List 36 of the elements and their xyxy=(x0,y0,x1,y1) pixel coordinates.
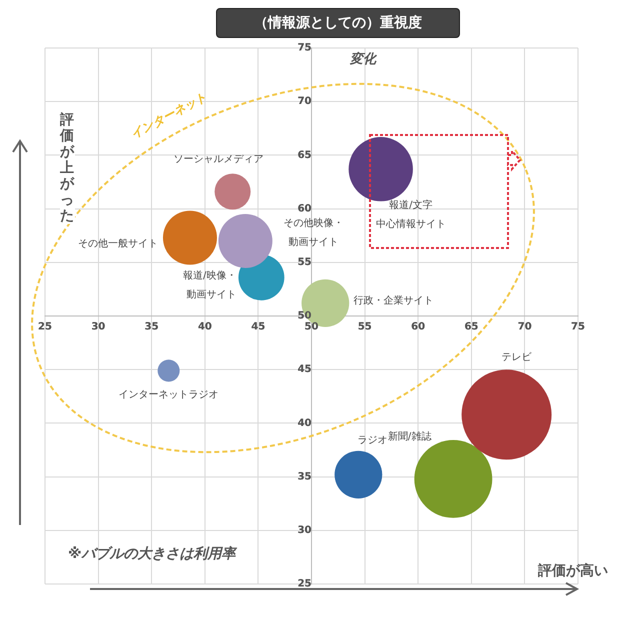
series-label: テレビ xyxy=(502,352,533,364)
series-label: ソーシャルメディア xyxy=(174,154,264,166)
x-tick-label: 25 xyxy=(38,322,52,333)
chart-title: （情報源としての）重視度 xyxy=(216,8,460,38)
annotation: 評価が上がった xyxy=(60,112,75,224)
y-tick-label: 75 xyxy=(298,42,312,54)
x-tick-label: 55 xyxy=(358,322,372,333)
series-label: その他映像・動画サイト xyxy=(283,217,344,248)
x-tick-label: 60 xyxy=(411,322,426,333)
series-label: ラジオ xyxy=(357,435,388,446)
x-tick-label: 35 xyxy=(144,322,159,333)
y-tick-label: 35 xyxy=(298,471,312,482)
y-tick-label: 65 xyxy=(298,150,312,161)
series-label: インターネットラジオ xyxy=(118,389,219,400)
series-label: その他一般サイト xyxy=(78,237,158,250)
x-tick-label: 45 xyxy=(251,322,266,333)
annotation: インターネット xyxy=(128,88,210,144)
y-tick-label: 55 xyxy=(298,256,312,268)
y-tick-label: 70 xyxy=(298,96,312,108)
x-tick-label: 70 xyxy=(518,322,532,333)
x-tick-label: 40 xyxy=(198,322,212,333)
x-tick-label: 30 xyxy=(91,322,106,333)
series-label: 行政・企業サイト xyxy=(353,294,434,307)
x-tick-label: 65 xyxy=(464,322,478,333)
y-tick-label: 45 xyxy=(298,364,312,376)
y-tick-label: 40 xyxy=(298,418,312,429)
y-axis-title: 変化 xyxy=(350,50,376,68)
y-tick-label: 60 xyxy=(298,203,312,214)
series-label: 報道/映像・動画サイト xyxy=(183,270,236,300)
annotation: 評価が高い xyxy=(538,562,608,580)
series-label: 新聞/雑誌 xyxy=(388,430,432,443)
annotation: ※バブルの大きさは利用率 xyxy=(68,545,236,563)
y-tick-label: 30 xyxy=(298,524,312,536)
y-tick-label: 25 xyxy=(298,578,312,590)
series-label: 報道/文字中心情報サイト xyxy=(376,199,446,230)
x-tick-label: 75 xyxy=(571,322,585,333)
